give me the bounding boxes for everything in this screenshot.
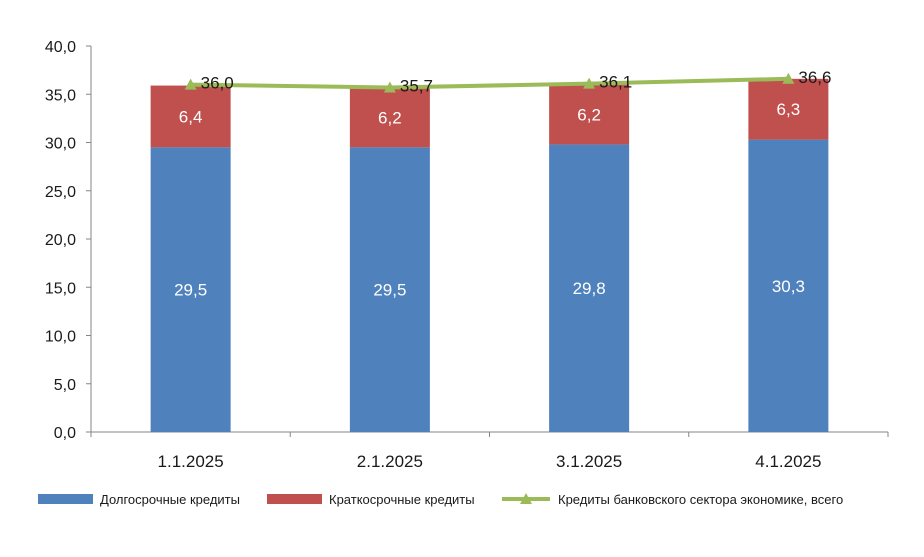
y-tick-label: 20,0 (45, 232, 76, 249)
y-tick-label: 0,0 (54, 425, 76, 442)
bar-data-label: 6,2 (378, 108, 402, 127)
line-data-label: 36,0 (201, 74, 234, 93)
bar-data-label: 6,4 (179, 107, 203, 126)
line-data-label: 36,6 (798, 68, 831, 87)
x-tick-label: 1.1.2025 (158, 452, 224, 471)
x-tick-label: 3.1.2025 (556, 452, 622, 471)
bar-data-label: 29,5 (174, 281, 207, 300)
bar (748, 139, 829, 433)
line-data-label: 35,7 (400, 76, 433, 95)
bar-data-label: 6,2 (577, 106, 601, 125)
legend-label: Кредиты банковского сектора экономике, в… (558, 492, 843, 507)
x-tick-label: 2.1.2025 (357, 452, 423, 471)
line-marker (383, 81, 396, 93)
bar (150, 147, 231, 432)
line-marker (782, 72, 795, 84)
bar-data-label: 29,8 (573, 279, 606, 298)
x-tick-label: 4.1.2025 (755, 452, 821, 471)
series-line (190, 76, 789, 90)
y-tick-label: 30,0 (45, 136, 76, 153)
y-tick-label: 40,0 (45, 39, 76, 56)
y-tick-label: 10,0 (45, 329, 76, 346)
line-marker (184, 78, 197, 90)
legend-swatch (267, 494, 322, 504)
bar (549, 144, 630, 432)
y-tick-label: 35,0 (45, 87, 76, 104)
bar-data-label: 6,3 (777, 100, 801, 119)
line-data-label: 36,1 (599, 73, 632, 92)
bar (150, 85, 231, 148)
line-marker (583, 77, 596, 89)
bar-data-label: 30,3 (772, 277, 805, 296)
bar (748, 78, 829, 140)
y-tick-label: 15,0 (45, 280, 76, 297)
legend-swatch (38, 494, 93, 504)
legend-marker (520, 493, 532, 504)
bar (349, 147, 430, 432)
y-tick-label: 25,0 (45, 184, 76, 201)
legend-label: Краткосрочные кредиты (329, 492, 475, 507)
bar (549, 84, 630, 145)
y-tick-label: 5,0 (54, 377, 76, 394)
legend-label: Долгосрочные кредиты (100, 492, 240, 507)
bar (349, 87, 430, 148)
bar-data-label: 29,5 (373, 281, 406, 300)
